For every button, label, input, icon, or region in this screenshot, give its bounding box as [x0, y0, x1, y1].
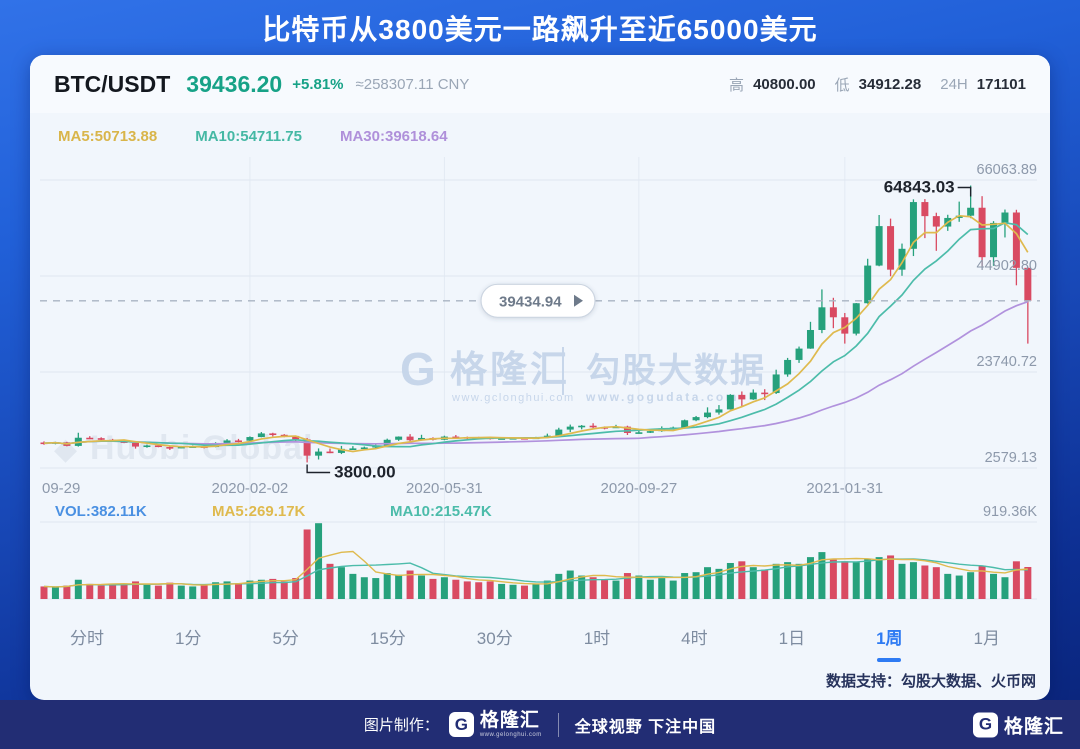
svg-text:66063.89: 66063.89 [977, 162, 1037, 178]
banner-title: 比特币从3800美元一路飙升至近65000美元 [262, 13, 818, 45]
cny-equivalent: ≈258307.11 CNY [355, 75, 470, 93]
svg-text:2579.13: 2579.13 [985, 450, 1037, 466]
tab-time-line[interactable]: 分时 [70, 628, 104, 648]
svg-text:3800.00: 3800.00 [334, 462, 395, 481]
bottom-credit-bar: 图片制作： G 格隆汇 www.gelonghui.com 全球视野 下注中国 … [0, 700, 1080, 749]
ma10-legend: MA10:54711.75 [195, 128, 302, 145]
svg-text:23740.72: 23740.72 [977, 354, 1037, 370]
low-value: 34912.28 [858, 75, 922, 93]
volume-legend: VOL:382.11K MA5:269.17K MA10:215.47K 919.36… [55, 503, 1037, 520]
svg-text:09-29: 09-29 [42, 480, 80, 497]
svg-text:◆: ◆ [54, 433, 77, 466]
last-price: 39436.20 [186, 70, 283, 97]
huobi-watermark: ◆ Huobi Global [54, 429, 314, 467]
pair-name: BTC/USDT [54, 70, 171, 97]
tab-4hour[interactable]: 4时 [681, 628, 708, 648]
svg-text:VOL:382.11K: VOL:382.11K [55, 503, 147, 520]
svg-text:勾股大数据: 勾股大数据 [586, 352, 766, 390]
low-label: 低 [834, 76, 850, 94]
price-bubble-value: 39434.94 [499, 293, 562, 310]
price-axis-labels: 66063.89 44902.80 23740.72 2579.13 [977, 162, 1037, 466]
watermarks: G 格隆汇 www.gclonghui.com 勾股大数据www.gogudata.c… [54, 343, 766, 467]
gelonghui-logo: G 格隆汇 www.gelonghui.com [448, 710, 542, 738]
volume-bars [40, 523, 1032, 599]
svg-text:MA10:215.47K: MA10:215.47K [390, 503, 492, 520]
gelonghui-brand: 格隆汇 [479, 710, 540, 731]
svg-text:www.gogudata.com: www.gogudata.com [585, 390, 739, 404]
high-value: 40800.00 [753, 75, 816, 93]
tab-1day[interactable]: 1日 [778, 628, 806, 648]
svg-text:MA5:269.17K: MA5:269.17K [212, 503, 306, 520]
price-bubble [480, 283, 596, 318]
timeframe-tabbar: 分时 1分 5分 15分 30分 1时 4时 1日 1周 1月 [30, 614, 1050, 658]
chart-card: BTC/USDT 39436.20 +5.81% ≈258307.11 CNY … [30, 55, 1050, 700]
svg-text:64843.03: 64843.03 [884, 178, 955, 197]
tab-5min[interactable]: 5分 [272, 628, 299, 648]
tab-30min[interactable]: 30分 [476, 628, 513, 648]
svg-text:2020-05-31: 2020-05-31 [406, 480, 483, 497]
gelonghui-logo-icon: G [448, 712, 474, 737]
gelonghui-watermark: G 格隆汇 www.gclonghui.com 勾股大数据www.gogudata.c… [400, 343, 766, 404]
gelonghui-url: www.gelonghui.com [479, 732, 542, 738]
credit-label: 图片制作： [363, 717, 439, 734]
svg-text:G: G [400, 343, 436, 395]
ma-legend: MA5:50713.88 MA10:54711.75 MA30:39618.64 [30, 113, 1050, 149]
svg-text:2020-02-02: 2020-02-02 [212, 480, 289, 497]
svg-text:2021-01-31: 2021-01-31 [806, 480, 883, 497]
slogan: 全球视野 下注中国 [574, 718, 717, 736]
tab-1min[interactable]: 1分 [174, 628, 202, 648]
ma-lines [43, 214, 1029, 453]
ma30-legend: MA30:39618.64 [339, 128, 448, 145]
svg-text:44902.80: 44902.80 [977, 258, 1037, 274]
tab-1month[interactable]: 1月 [973, 628, 1000, 648]
svg-text:格隆汇: 格隆汇 [450, 349, 570, 390]
high-label: 高 [729, 76, 745, 94]
ma5-legend: MA5:50713.88 [58, 128, 158, 145]
candlestick-chart-svg[interactable]: G 格隆汇 www.gclonghui.com 勾股大数据www.gogudata.c… [40, 149, 1040, 609]
svg-text:Huobi Global: Huobi Global [90, 429, 314, 467]
price-change: +5.81% [292, 75, 344, 93]
svg-text:919.36K: 919.36K [983, 504, 1037, 520]
divider [557, 712, 559, 737]
ticker-header: BTC/USDT 39436.20 +5.81% ≈258307.11 CNY … [30, 55, 1050, 113]
high-low-stats: 高 40800.00 低 34912.28 24H 171101 [729, 74, 1026, 95]
gelonghui-brand: 格隆汇 [1003, 716, 1064, 737]
gelonghui-corner-logo: G 格隆汇 [972, 711, 1064, 738]
chart-area: G 格隆汇 www.gclonghui.com 勾股大数据 www.gogudata.c… [40, 149, 1040, 614]
top-banner: 比特币从3800美元一路飙升至近65000美元 [0, 0, 1080, 55]
candles [40, 185, 1032, 463]
price-bubble-arrow-icon [574, 294, 583, 307]
x-axis-labels: 09-29 2020-02-02 2020-05-31 2020-09-27 2021-… [42, 480, 883, 497]
range-label: 24H [940, 75, 968, 93]
current-price-marker[interactable]: 39434.94 [40, 283, 1040, 318]
range-volume: 171101 [976, 75, 1026, 93]
data-support-note: 数据支持：勾股大数据、火币网 [825, 673, 1036, 690]
volume-ma-lines [43, 550, 1028, 588]
price-annotations: 3800.00 64843.03 [306, 178, 972, 481]
credit-group: 图片制作： G 格隆汇 www.gelonghui.com 全球视野 下注中国 [364, 711, 716, 738]
gelonghui-logo-icon: G [972, 712, 998, 737]
svg-text:2020-09-27: 2020-09-27 [601, 480, 678, 497]
tab-1hour[interactable]: 1时 [583, 628, 611, 648]
tab-1week[interactable]: 1周 [874, 620, 904, 653]
tab-15min[interactable]: 15分 [369, 628, 406, 648]
svg-text:www.gclonghui.com: www.gclonghui.com [451, 392, 575, 404]
